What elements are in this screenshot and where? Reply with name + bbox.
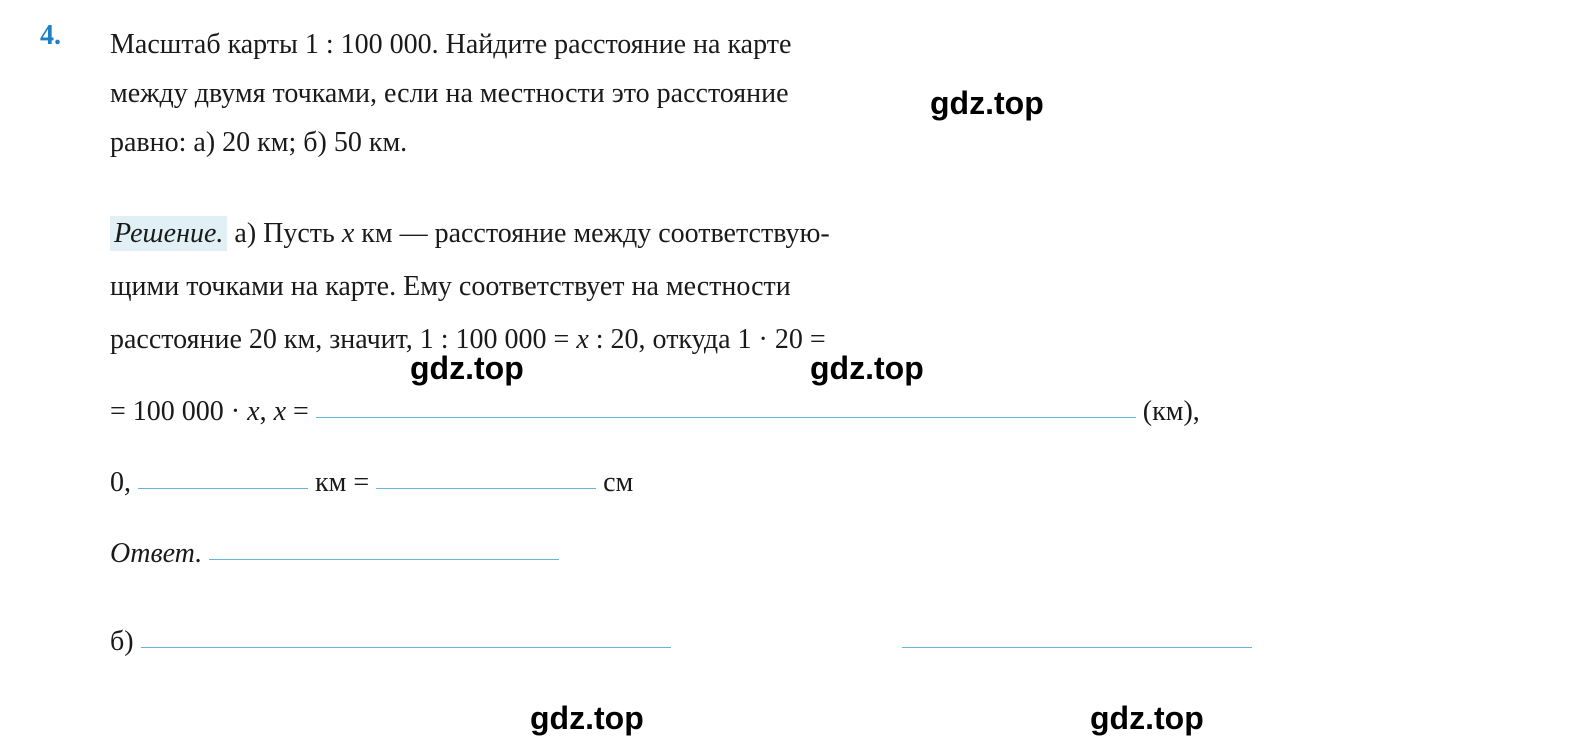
equation-line: = 100 000 · х, х = (км), <box>110 385 1513 438</box>
problem-statement: Масштаб карты 1 : 100 000. Найдите расст… <box>110 20 1513 167</box>
km-label: (км), <box>1136 396 1200 427</box>
solution-text4c: = <box>286 396 316 427</box>
solution-text3b: : 20, откуда 1 · 20 = <box>589 324 826 355</box>
blank-answer[interactable] <box>209 559 559 560</box>
blank-km-decimal[interactable] <box>138 488 308 489</box>
var-x-4: х <box>274 396 286 427</box>
answer-label: Ответ. <box>110 538 202 569</box>
blank-part-b-1[interactable] <box>141 647 671 648</box>
var-x-1: х <box>342 218 354 249</box>
solution-part-a-label: а) Пусть <box>227 218 341 249</box>
watermark-4: gdz.top <box>530 700 644 737</box>
cm-unit: см <box>596 467 633 498</box>
conversion-line: 0, км = см <box>110 456 1513 509</box>
answer-line: Ответ. <box>110 527 1513 580</box>
solution-text5a: 0, <box>110 467 138 498</box>
blank-km-value[interactable] <box>316 417 1136 418</box>
var-x-2: х <box>576 324 588 355</box>
km-unit: км = <box>308 467 376 498</box>
blank-cm-value[interactable] <box>376 488 596 489</box>
solution-text3: расстояние 20 км, значит, 1 : 100 000 = <box>110 324 576 355</box>
problem-line3: равно: а) 20 км; б) 50 км. <box>110 127 407 158</box>
watermark-5: gdz.top <box>1090 700 1204 737</box>
solution-text2: щими точками на карте. Ему соответствует… <box>110 271 791 302</box>
part-b-label: б) <box>110 626 141 657</box>
solution-text1: км — расстояние между соответствую- <box>354 218 829 249</box>
blank-part-b-2[interactable] <box>902 647 1252 648</box>
solution-text4b: , <box>260 396 274 427</box>
part-b-line: б) <box>110 615 1513 668</box>
solution-block: Решение. а) Пусть х км — расстояние межд… <box>110 207 1513 668</box>
problem-line2: между двумя точками, если на местности э… <box>110 78 789 109</box>
solution-label: Решение. <box>110 216 227 251</box>
problem-number: 4. <box>40 20 61 52</box>
var-x-3: х <box>247 396 259 427</box>
solution-text4a: = 100 000 · <box>110 396 247 427</box>
problem-line1: Масштаб карты 1 : 100 000. Найдите расст… <box>110 29 791 60</box>
